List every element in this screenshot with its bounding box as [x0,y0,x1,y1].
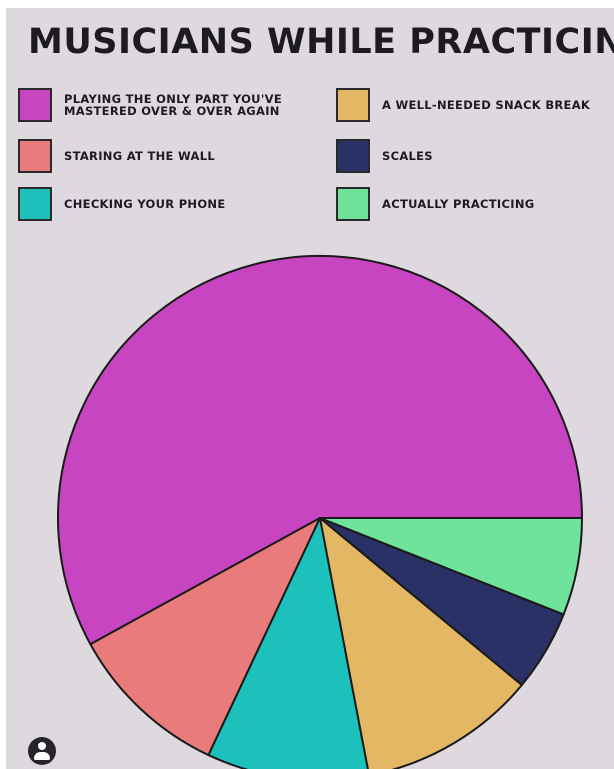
pie-slice-1 [89,517,321,757]
pie-slice-0 [57,255,583,646]
pie-slice-2 [207,517,369,769]
user-avatar-icon[interactable] [28,737,56,765]
legend-label: STARING AT THE WALL [64,149,215,163]
legend-label: SCALES [382,149,433,163]
legend-swatch [18,88,52,122]
pie-slice-3 [319,517,523,769]
legend-item-playing: PLAYING THE ONLY PART YOU'VE MASTERED OV… [18,88,282,122]
legend-label: A WELL-NEEDED SNACK BREAK [382,98,591,112]
pie-slice-5 [319,517,583,616]
legend-label: CHECKING YOUR PHONE [64,197,226,211]
chart-card: MUSICIANS WHILE PRACTICING PLAYING THE O… [6,8,614,769]
legend-swatch [18,187,52,221]
legend-item-staring: STARING AT THE WALL [18,139,215,173]
legend-item-scales: SCALES [336,139,433,173]
legend-label: ACTUALLY PRACTICING [382,197,535,211]
legend-swatch [336,88,370,122]
pie-chart [57,255,583,769]
legend-label: PLAYING THE ONLY PART YOU'VE MASTERED OV… [64,92,282,118]
legend-swatch [18,139,52,173]
chart-title: MUSICIANS WHILE PRACTICING [28,22,614,62]
legend-item-phone: CHECKING YOUR PHONE [18,187,226,221]
avatar-head [38,742,46,750]
legend-swatch [336,139,370,173]
legend-item-snack: A WELL-NEEDED SNACK BREAK [336,88,590,122]
avatar-body [34,752,50,760]
legend-swatch [336,187,370,221]
legend-item-practicing: ACTUALLY PRACTICING [336,187,535,221]
